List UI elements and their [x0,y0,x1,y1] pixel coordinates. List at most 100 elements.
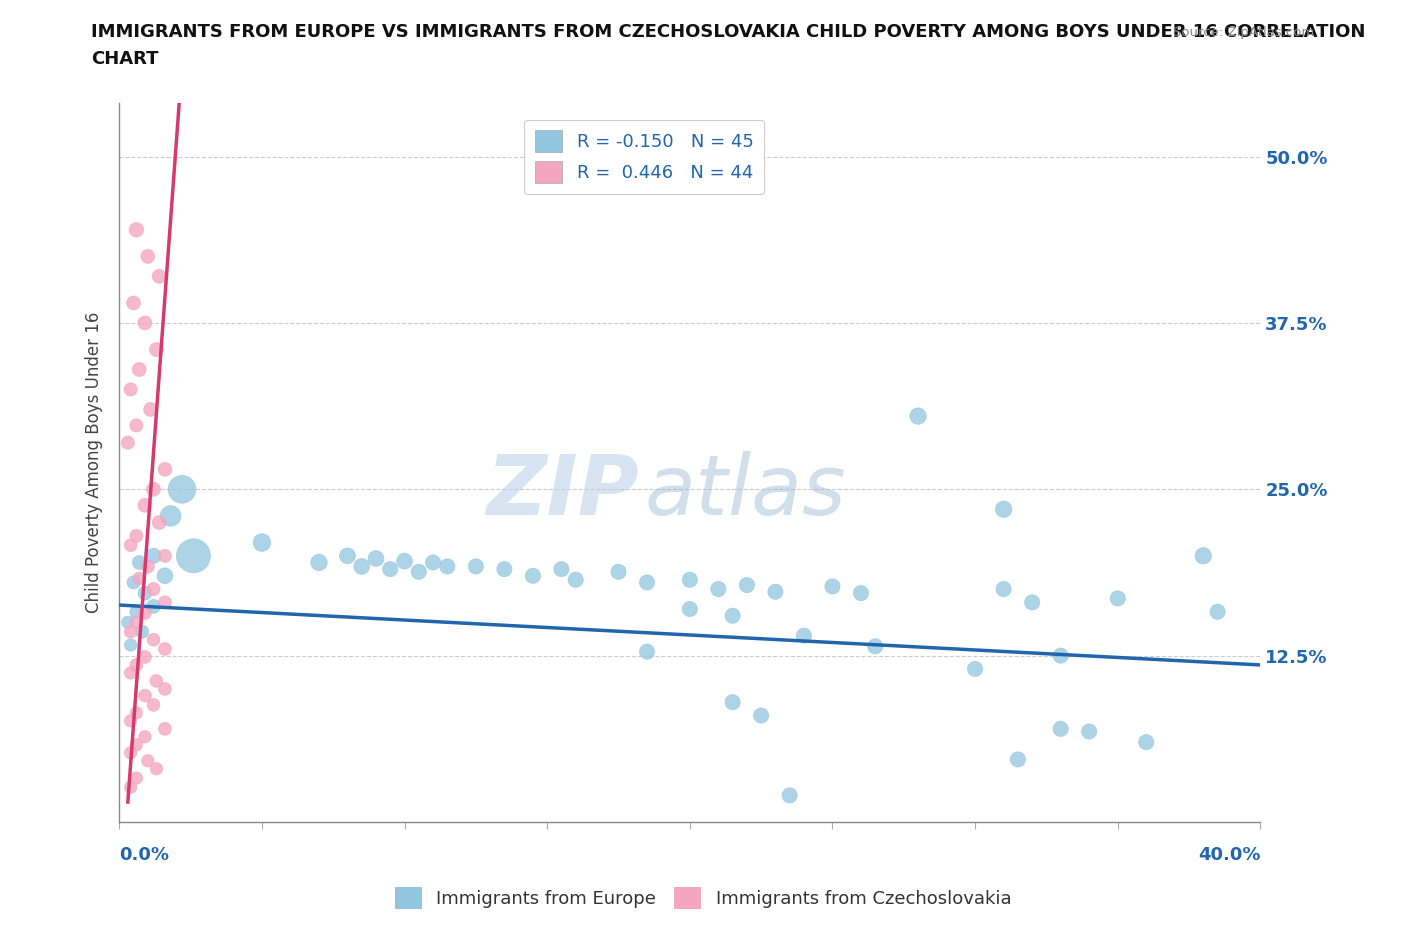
Point [117,615,139,630]
Point [148,515,170,530]
Point [153,682,176,697]
Point [134,605,156,620]
Text: ZIP: ZIP [486,451,638,532]
Text: Source: ZipAtlas.com: Source: ZipAtlas.com [1174,26,1315,39]
Point [120,780,142,795]
Point [134,315,156,330]
Point [148,269,170,284]
Text: atlas: atlas [644,451,846,532]
Point [250,535,273,550]
Point [464,559,486,574]
Point [907,408,929,423]
Y-axis label: Child Poverty Among Boys Under 16: Child Poverty Among Boys Under 16 [86,312,103,614]
Point [142,599,165,614]
Point [679,572,702,587]
Point [120,382,142,397]
Point [380,562,402,577]
Point [721,608,744,623]
Point [122,296,145,311]
Point [136,753,159,768]
Point [1206,604,1229,619]
Point [136,559,159,574]
Text: 40.0%: 40.0% [1198,846,1260,864]
Point [1049,648,1071,663]
Point [142,549,165,564]
Legend: R = -0.150   N = 45, R =  0.446   N = 44: R = -0.150 N = 45, R = 0.446 N = 44 [524,120,765,194]
Point [550,562,572,577]
Point [308,555,330,570]
Point [120,624,142,639]
Point [153,642,176,657]
Point [128,362,150,377]
Point [145,673,167,688]
Text: 0.0%: 0.0% [120,846,169,864]
Point [865,639,887,654]
Point [170,482,193,497]
Point [494,562,516,577]
Text: IMMIGRANTS FROM EUROPE VS IMMIGRANTS FROM CZECHOSLOVAKIA CHILD POVERTY AMONG BOY: IMMIGRANTS FROM EUROPE VS IMMIGRANTS FRO… [91,23,1365,68]
Point [153,462,176,477]
Point [763,584,786,599]
Point [735,578,758,592]
Point [1192,549,1215,564]
Point [993,581,1015,596]
Point [125,222,148,237]
Point [749,708,772,723]
Point [134,586,156,601]
Point [679,602,702,617]
Point [136,249,159,264]
Point [125,418,148,432]
Point [145,342,167,357]
Point [120,538,142,552]
Point [120,638,142,653]
Point [849,586,872,601]
Point [564,572,586,587]
Point [125,706,148,721]
Point [142,698,165,712]
Point [779,788,801,803]
Point [408,565,430,579]
Point [128,571,150,586]
Point [965,661,987,676]
Point [142,632,165,647]
Point [142,482,165,497]
Point [153,549,176,564]
Point [1078,724,1101,739]
Point [1107,591,1129,605]
Point [117,435,139,450]
Point [153,595,176,610]
Point [636,575,658,590]
Point [350,559,373,574]
Point [134,649,156,664]
Point [183,549,205,564]
Point [122,575,145,590]
Point [1135,735,1157,750]
Point [607,565,630,579]
Point [125,604,148,619]
Point [131,624,153,639]
Point [993,502,1015,517]
Point [336,549,359,564]
Point [436,559,458,574]
Point [128,555,150,570]
Point [125,737,148,752]
Point [793,629,815,644]
Point [120,745,142,760]
Point [134,729,156,744]
Point [364,551,387,566]
Point [522,568,544,583]
Point [120,713,142,728]
Point [145,762,167,777]
Point [139,402,162,417]
Point [125,528,148,543]
Point [1007,752,1029,767]
Point [1021,595,1043,610]
Point [721,695,744,710]
Point [153,568,176,583]
Point [125,771,148,786]
Point [153,722,176,737]
Point [1049,722,1071,737]
Point [422,555,444,570]
Point [142,581,165,596]
Point [159,509,181,524]
